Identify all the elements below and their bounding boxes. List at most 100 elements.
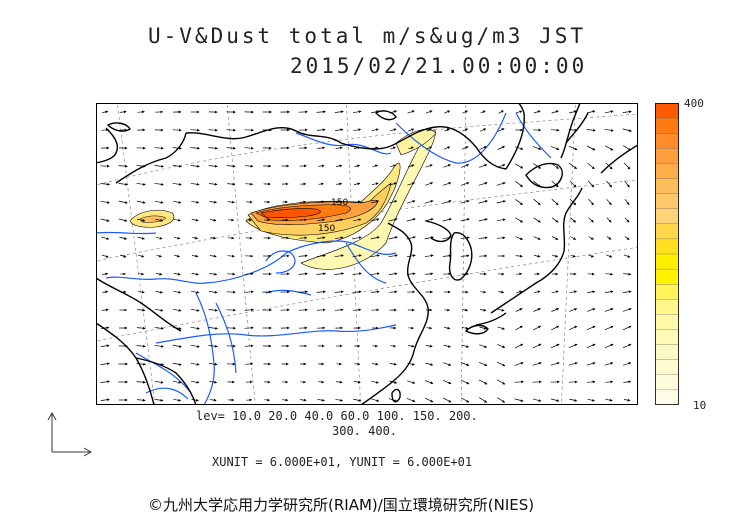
wind-arrow (406, 236, 416, 240)
wind-arrow (353, 380, 361, 384)
wind-arrow (479, 326, 487, 330)
wind-arrow (497, 326, 505, 330)
wind-arrow (190, 182, 200, 186)
levels-line1: lev= 10.0 20.0 40.0 60.0 100. 150. 200. (196, 409, 478, 423)
wind-arrow (606, 217, 612, 223)
wind-arrow (372, 146, 379, 150)
colorbar-cell (655, 314, 679, 330)
wind-arrow (425, 110, 433, 114)
wind-arrow (136, 200, 146, 204)
wind-arrow (551, 290, 559, 294)
wind-arrow (317, 200, 325, 204)
wind-arrow (192, 254, 199, 258)
colorbar-cell (655, 193, 679, 210)
wind-arrow (299, 236, 308, 240)
wind-arrow (514, 398, 524, 402)
wind-arrow (604, 325, 614, 331)
colorbar-cell (655, 329, 679, 346)
wind-arrow (533, 180, 541, 188)
wind-arrow (425, 362, 434, 366)
wind-arrow (190, 362, 200, 366)
wind-arrow (425, 272, 434, 276)
wind-arrow (190, 128, 200, 132)
wind-arrow (533, 254, 541, 258)
wind-arrow (532, 362, 542, 366)
wind-arrow (622, 308, 632, 312)
wind-arrow (407, 344, 415, 348)
wind-arrow (426, 146, 433, 150)
wind-arrow (318, 182, 324, 186)
wind-arrow (551, 236, 559, 240)
coastlines (96, 103, 638, 405)
wind-arrow (264, 398, 271, 402)
dust-patch-ne (395, 129, 437, 156)
wind-arrow (353, 128, 362, 132)
wind-arrow (102, 290, 109, 294)
wind-arrow (406, 398, 416, 403)
wind-arrow (622, 290, 632, 294)
wind-arrow (460, 254, 470, 258)
wind-arrow (138, 272, 145, 276)
wind-arrow (100, 380, 110, 384)
wind-arrow (244, 326, 254, 330)
wind-arrow (406, 254, 416, 258)
vector-units: XUNIT = 6.000E+01, YUNIT = 6.000E+01 (212, 455, 473, 469)
wind-arrow (352, 110, 362, 114)
wind-arrow (515, 181, 523, 187)
wind-arrow (498, 290, 505, 294)
wind-arrow (353, 200, 361, 204)
wind-arrow (370, 290, 380, 294)
wind-arrow (118, 218, 128, 222)
wind-arrow (119, 254, 127, 258)
wind-arrow (568, 362, 578, 366)
wind-arrow (550, 362, 560, 366)
wind-arrow (299, 398, 307, 402)
map-title-line2: 2015/02/21.00:00:00 (290, 54, 588, 78)
wind-arrow (353, 398, 362, 402)
wind-arrow (569, 398, 578, 402)
wind-arrow (516, 272, 523, 276)
wind-arrow (316, 272, 326, 276)
wind-arrow (137, 236, 145, 240)
wind-arrow (515, 163, 524, 169)
colorbar-cell (655, 148, 679, 164)
wind-arrow (496, 361, 506, 367)
wind-arrow (550, 146, 560, 151)
wind-arrow (550, 128, 560, 132)
wind-arrow (478, 182, 488, 186)
wind-arrow (480, 128, 487, 132)
wind-arrow (568, 325, 578, 331)
wind-arrow (532, 146, 542, 150)
wind-arrow (426, 128, 432, 132)
wind-arrow (460, 397, 470, 403)
wind-arrow (244, 290, 254, 294)
wind-arrow (497, 146, 506, 150)
wind-arrow (408, 128, 415, 132)
map-title-line1: U-V&Dust total m/s&ug/m3 JST (148, 24, 587, 48)
wind-arrow (118, 182, 128, 186)
wind-arrow (588, 217, 594, 223)
wind-arrow (533, 198, 541, 206)
wind-arrow (624, 180, 630, 188)
wind-arrow (389, 290, 398, 294)
wind-arrow (119, 236, 128, 240)
wind-arrow (443, 362, 452, 366)
wind-arrow (497, 308, 505, 312)
wind-arrow (335, 146, 343, 150)
wind-arrow (516, 290, 523, 294)
wind-arrow (498, 110, 504, 114)
wind-arrow (137, 308, 146, 312)
wind-arrow (318, 380, 325, 384)
wind-arrow (622, 343, 632, 349)
wind-arrow (389, 182, 397, 186)
wind-arrow (190, 344, 200, 348)
wind-arrow (587, 180, 595, 188)
wind-arrow (551, 180, 559, 188)
wind-arrow (604, 308, 614, 312)
wind-arrow (209, 200, 217, 204)
wind-arrow (334, 272, 344, 276)
wind-arrow (316, 254, 326, 258)
wind-arrow (496, 218, 506, 222)
wind-arrow (462, 308, 469, 312)
wind-arrow (442, 397, 452, 403)
